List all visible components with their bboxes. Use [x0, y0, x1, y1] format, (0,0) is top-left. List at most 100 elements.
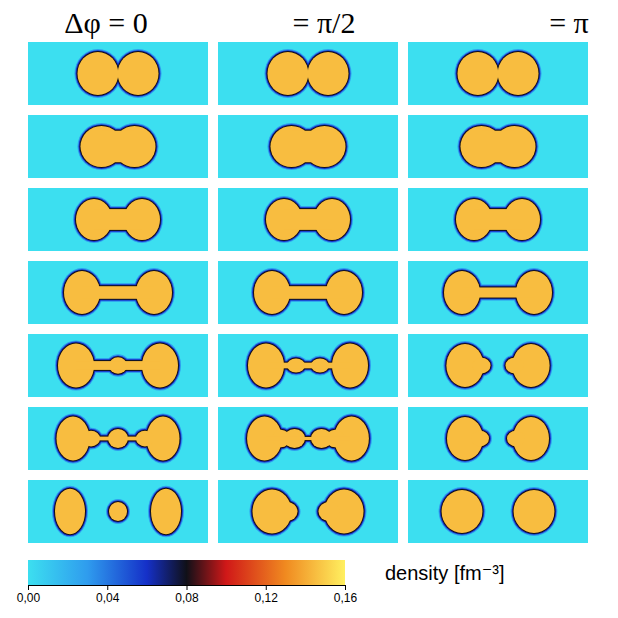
- neck-rim: [292, 128, 325, 166]
- fragment-rim: [512, 488, 557, 535]
- neck: [94, 209, 142, 230]
- tick-label: 0,04: [96, 591, 120, 605]
- panel: [28, 42, 208, 105]
- neck: [284, 209, 332, 230]
- tick-mark: [266, 585, 267, 590]
- panel: [408, 261, 588, 324]
- panel: [218, 188, 398, 251]
- fragment-rim: [54, 488, 86, 535]
- colorbar-label: density [fm⁻³]: [385, 562, 504, 584]
- tick: 0,12: [255, 585, 279, 605]
- neck: [272, 286, 344, 299]
- fragment-rim: [266, 50, 311, 97]
- density-marks: [73, 196, 163, 243]
- neck-rim: [284, 207, 332, 232]
- fragment-rim: [457, 51, 500, 96]
- panel-background: [28, 480, 208, 543]
- neck-rim: [94, 207, 142, 232]
- panel-background: [408, 42, 588, 105]
- neck-rim: [474, 207, 522, 232]
- fragment: [109, 502, 127, 521]
- panel-background: [408, 261, 588, 324]
- fragment: [151, 489, 181, 534]
- fragment-rim: [76, 50, 121, 97]
- panel-background: [408, 407, 588, 470]
- neck: [266, 363, 350, 369]
- panel-background: [28, 115, 208, 178]
- neck-rim: [272, 285, 344, 300]
- panel-background: [218, 261, 398, 324]
- density-marks: [251, 268, 365, 317]
- fragment: [118, 52, 159, 95]
- fragment-rim: [456, 50, 501, 97]
- neck: [73, 437, 163, 441]
- tick-label: 0,12: [255, 591, 279, 605]
- neck: [102, 131, 135, 163]
- density-marks: [455, 49, 542, 98]
- column-title: = π/2: [293, 6, 356, 39]
- neck: [82, 286, 154, 299]
- panel: [218, 115, 398, 178]
- panel: [408, 188, 588, 251]
- panel: [28, 188, 208, 251]
- panel-background: [408, 334, 588, 397]
- neck: [266, 437, 350, 440]
- density-marks: [443, 341, 552, 390]
- tick: 0,04: [96, 585, 120, 605]
- neck-rim: [482, 129, 515, 164]
- panel: [28, 261, 208, 324]
- fragment: [319, 502, 340, 521]
- density-marks: [268, 123, 349, 170]
- fragment-rim: [108, 501, 128, 522]
- neck-rim: [94, 206, 142, 233]
- neck-rim: [284, 206, 332, 233]
- panel-background: [408, 115, 588, 178]
- fragment-rim: [455, 49, 502, 98]
- panel-background: [218, 334, 398, 397]
- neck: [462, 287, 534, 297]
- fragment-rim: [148, 486, 184, 537]
- neck-rim: [474, 208, 522, 231]
- density-marks: [61, 268, 175, 317]
- fragment-rim: [441, 489, 484, 534]
- neck-rim: [82, 285, 154, 300]
- fragment: [78, 52, 119, 95]
- neck: [76, 361, 160, 370]
- fragment: [268, 52, 309, 95]
- neck-rim: [82, 284, 154, 300]
- density-marks: [52, 486, 184, 537]
- tick-mark: [345, 585, 346, 590]
- fragment: [498, 52, 539, 95]
- panel: [28, 480, 208, 543]
- panel-background: [408, 480, 588, 543]
- colorbar-axis: 0,000,040,080,120,16: [17, 585, 358, 605]
- neck-rim: [482, 130, 515, 164]
- panel: [28, 334, 208, 397]
- fragment-rim: [513, 489, 556, 534]
- column-title: = π: [549, 6, 589, 39]
- neck: [474, 209, 522, 230]
- fragment-rim: [265, 49, 312, 98]
- panel: [408, 115, 588, 178]
- neck-rim: [94, 208, 142, 231]
- fragment-rim: [497, 51, 540, 96]
- tick-label: 0,08: [175, 591, 199, 605]
- neck-rim: [482, 128, 515, 166]
- fragment-rim: [75, 49, 122, 98]
- column-title: Δφ = 0: [64, 6, 148, 39]
- neck: [482, 131, 515, 163]
- panel-background: [28, 42, 208, 105]
- neck-rim: [76, 360, 160, 371]
- panel: [218, 407, 398, 470]
- neck-rim: [474, 206, 522, 233]
- density-marks: [441, 268, 555, 317]
- panel: [408, 480, 588, 543]
- neck: [292, 131, 325, 163]
- density-marks: [54, 413, 183, 463]
- tick: 0,00: [17, 585, 41, 605]
- density-marks: [55, 340, 181, 390]
- fragment-rim: [305, 49, 352, 98]
- panel-background: [218, 42, 398, 105]
- fragment-rim: [52, 486, 88, 537]
- tick-mark: [28, 585, 29, 590]
